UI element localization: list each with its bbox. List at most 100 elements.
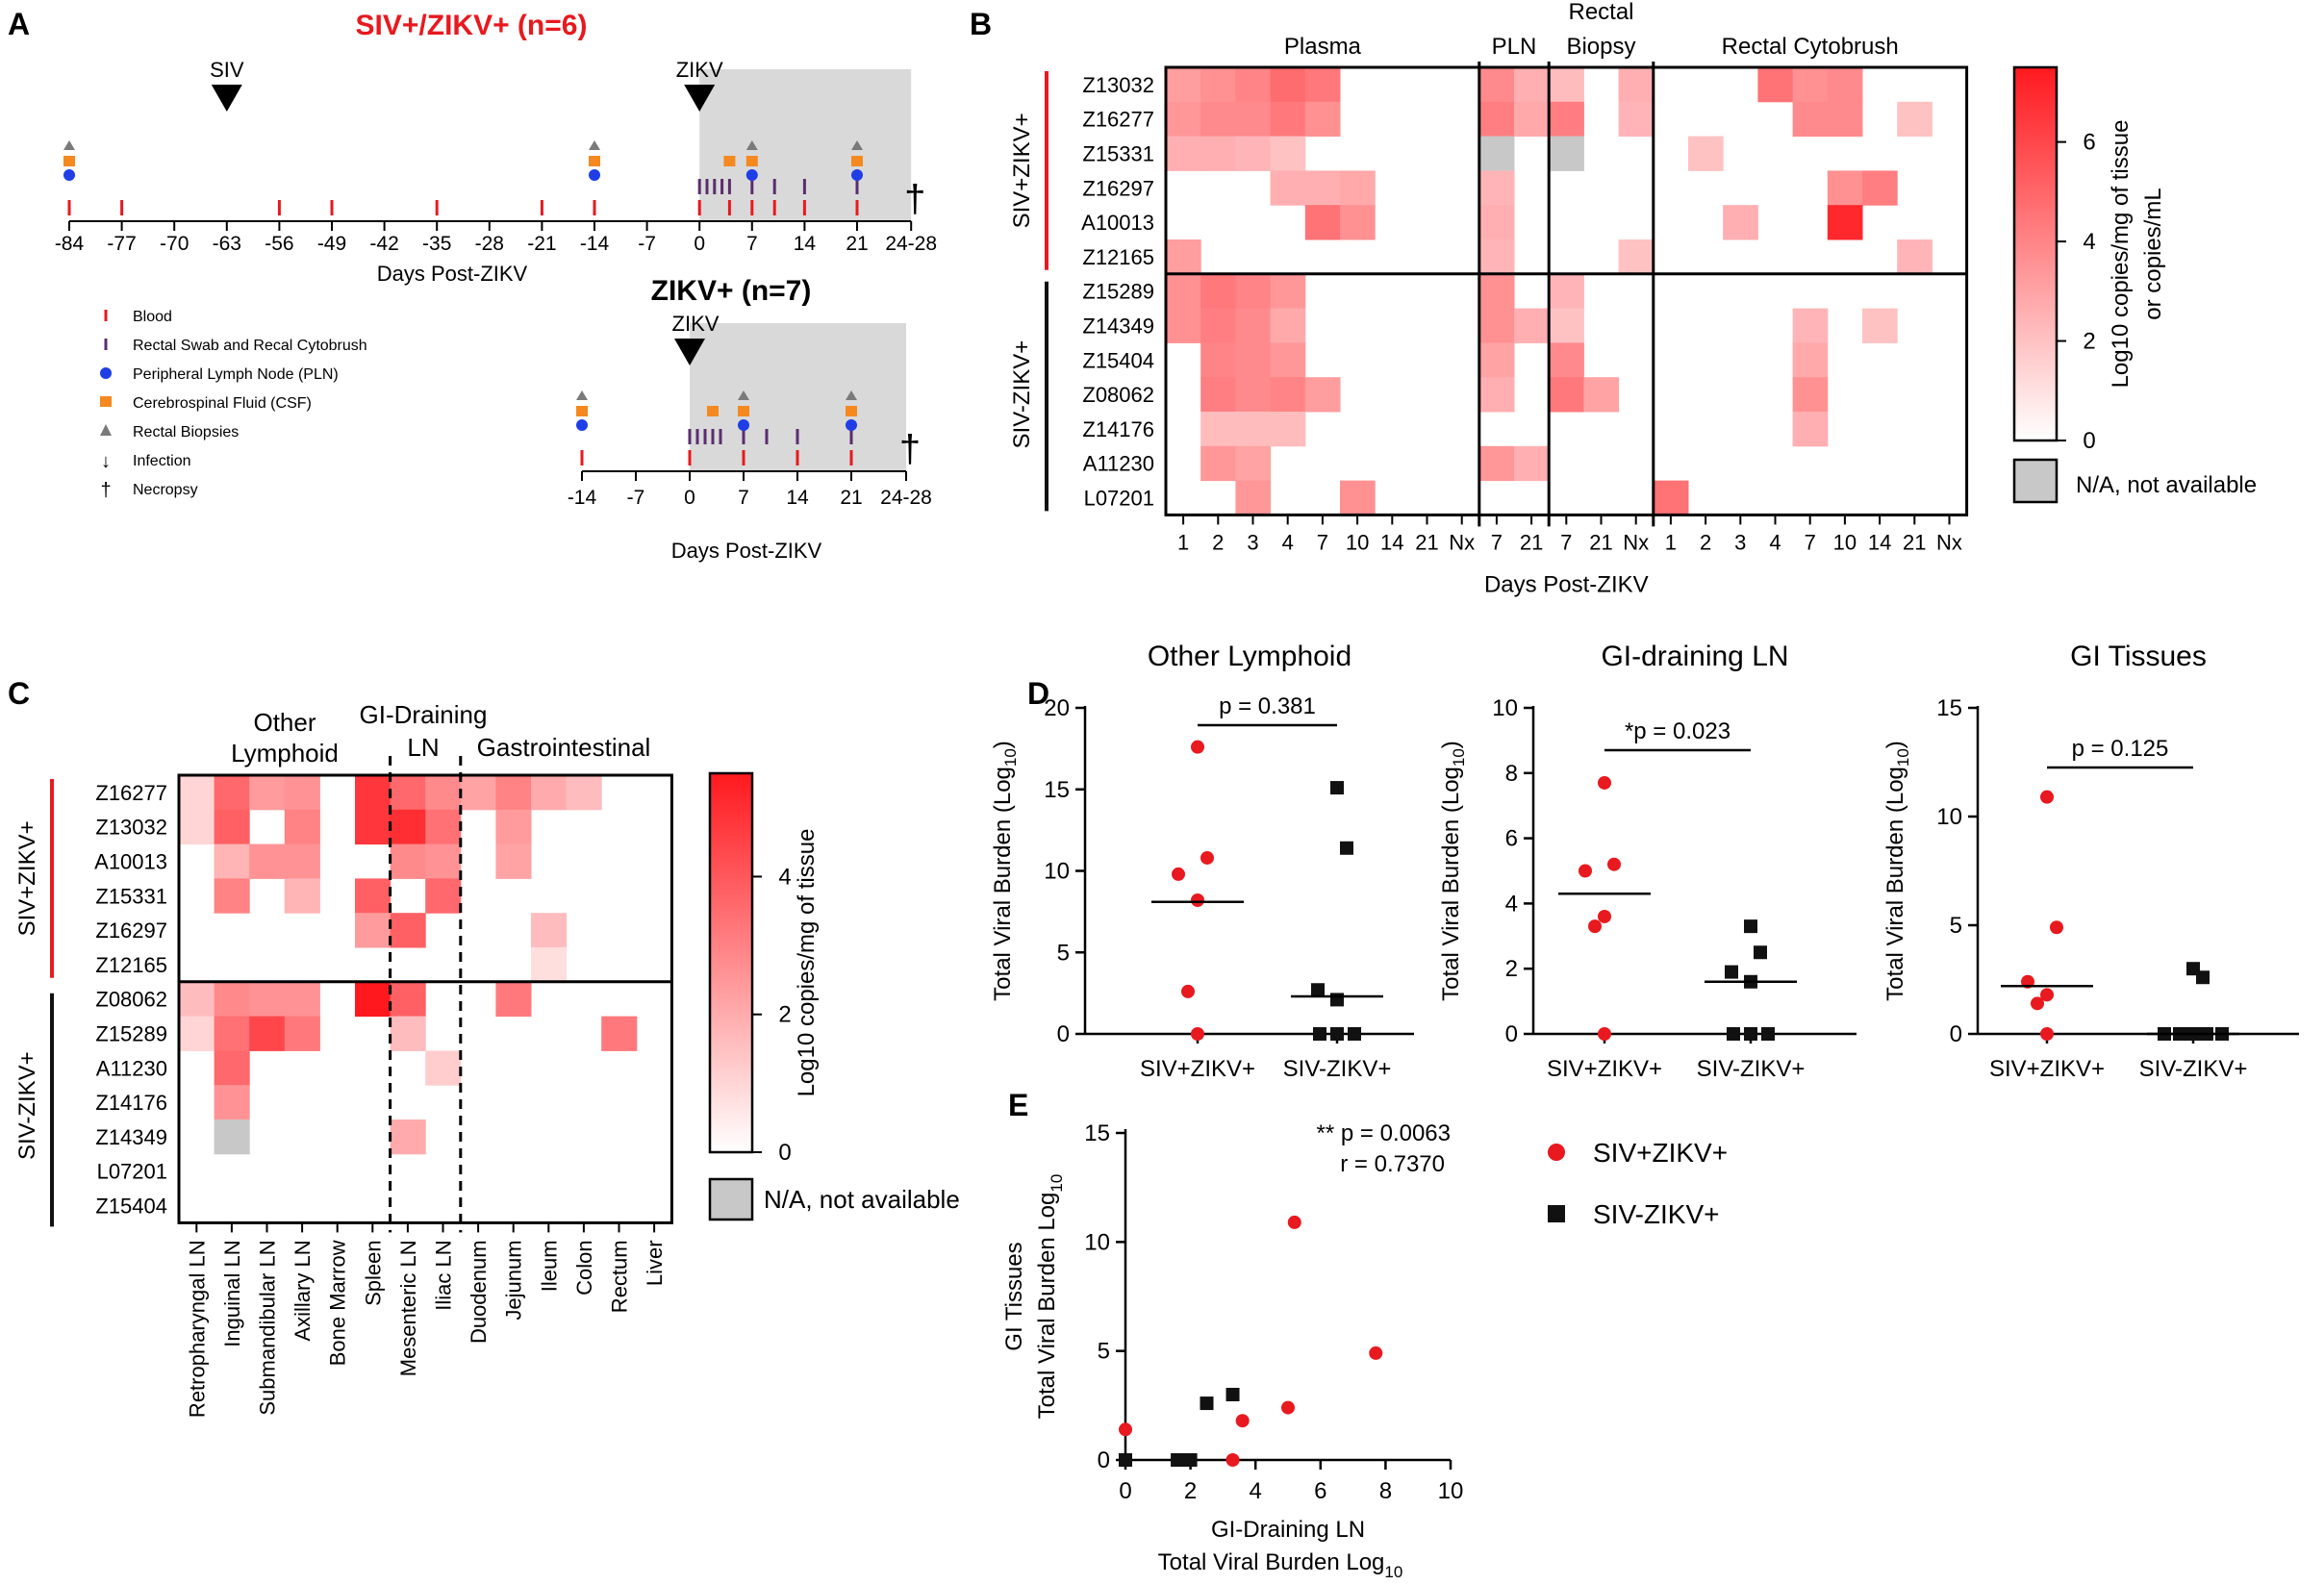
scatter-y-tick-label: 0	[1505, 1021, 1518, 1047]
axis-tick-label-top: -70	[160, 233, 189, 255]
sample-stack-b7-biopsy	[738, 390, 749, 400]
scatter-y-tick-label: 20	[1044, 695, 1070, 721]
heatmap-c-row-label: L07201	[97, 1160, 167, 1184]
correlation-point-siv-neg	[1200, 1396, 1214, 1411]
correlation-xlabel-line1: GI-Draining LN	[1211, 1517, 1365, 1543]
significance-p-value: p = 0.381	[1219, 693, 1316, 719]
sample-stack-d-84-biopsy	[63, 140, 75, 150]
heatmap-c-cell	[566, 775, 602, 811]
heatmap-c-cell	[390, 913, 426, 948]
scatter-y-tick-label: 10	[1492, 695, 1518, 721]
scatter-point-siv-neg	[1311, 983, 1325, 997]
colorbar-c-tick-label: 2	[778, 1002, 791, 1028]
ylabel-end: )	[1438, 741, 1464, 748]
heatmap-b-cell	[1166, 273, 1201, 310]
heatmap-b-cell	[1827, 101, 1863, 138]
axis-tick-label-top: -63	[213, 233, 241, 255]
heatmap-b-row-label: Z08062	[1082, 383, 1154, 407]
scatter-title: GI Tissues	[2070, 641, 2207, 672]
heatmap-b-row-label: A10013	[1081, 211, 1154, 235]
heatmap-b-cell	[1235, 136, 1272, 171]
heatmap-c-row-label: Z08062	[95, 988, 167, 1012]
heatmap-b-row-label: Z15404	[1082, 348, 1154, 372]
scatter-point-siv-neg	[1725, 965, 1738, 979]
correlation-y-tick-label: 5	[1098, 1339, 1110, 1365]
correlation-r-value: r = 0.7370	[1340, 1151, 1445, 1177]
scatter-y-tick-label: 8	[1505, 761, 1518, 787]
heatmap-c-cell	[214, 775, 250, 811]
colorbar-b-tick-label: 4	[2083, 229, 2095, 255]
heatmap-c-cell	[179, 775, 215, 811]
correlation-y-tick-label: 15	[1084, 1120, 1110, 1146]
heatmap-c-cell	[495, 775, 532, 811]
heatmap-b-cell	[1235, 445, 1272, 482]
heatmap-b-cell	[1304, 205, 1341, 240]
ylabel-sub: 10	[1001, 748, 1020, 767]
heatmap-b-cell	[1478, 101, 1515, 138]
heatmap-b-cell	[1200, 308, 1236, 343]
heatmap-b-cell	[1862, 170, 1898, 206]
heatmap-b-cell	[1549, 136, 1584, 171]
scatter-point-siv-pos	[1588, 919, 1602, 934]
sample-stack-d21-pln	[851, 169, 863, 181]
legend-label-csf: Cerebrospinal Fluid (CSF)	[133, 395, 312, 412]
scatter-point-siv-neg	[1330, 993, 1344, 1007]
panel-c-heatmap: Z16277 Z13032 A10013 Z15331 Z16297 Z12165 Z080…	[14, 700, 960, 1418]
panel-label-e: E	[1008, 1088, 1028, 1122]
correlation-point-siv-pos	[1119, 1422, 1132, 1437]
heatmap-c-col-label: Mesenteric LN	[396, 1240, 420, 1376]
heatmap-b-col-label: 2	[1700, 530, 1711, 554]
heatmap-b-cell	[1549, 101, 1584, 138]
axis-tick-label-top: -42	[369, 233, 398, 255]
scatter-point-siv-pos	[1607, 857, 1621, 871]
heatmap-c-row-label: Z15404	[95, 1195, 167, 1219]
heatmap-c-cell	[355, 775, 392, 811]
heatmap-b-cell	[1166, 308, 1201, 343]
scatter-x-tick-label: SIV-ZIKV+	[2139, 1056, 2248, 1082]
heatmap-b-row-label: Z14349	[1082, 314, 1154, 339]
sample-stack-b21-csf	[846, 406, 857, 416]
heatmap-b-cell	[1618, 239, 1655, 275]
scatter-y-tick-label: 0	[1057, 1021, 1070, 1047]
scatter-title: GI-draining LN	[1601, 641, 1788, 672]
heatmap-b-cell	[1200, 445, 1236, 482]
heatmap-b-cell	[1688, 136, 1724, 171]
axis-tick-label-top: -28	[475, 233, 504, 255]
colorbar-b-tick-label: 2	[2083, 329, 2095, 355]
legend-label-rectal: Rectal Swab and Recal Cytobrush	[133, 338, 367, 354]
sample-stack-d-14-pln	[589, 169, 600, 181]
scatter-point-siv-pos	[2040, 790, 2054, 804]
colorbar-b-tick-label: 6	[2083, 130, 2095, 156]
scatter-point-siv-neg	[1313, 1027, 1326, 1041]
heatmap-b-cell	[1478, 273, 1515, 310]
heatmap-b-col-label: 21	[1589, 530, 1612, 554]
ylabel-main: Total Viral Burden (Log	[990, 767, 1016, 1001]
heatmap-b-cell	[1200, 377, 1236, 413]
heatmap-b-row-label: Z15331	[1082, 142, 1154, 166]
heatmap-c-cell	[495, 843, 532, 879]
scatter-point-siv-pos	[1598, 1027, 1611, 1041]
ylabel-end: )	[990, 741, 1016, 748]
scatter-point-siv-pos	[1181, 984, 1195, 998]
scatter-point-siv-neg	[1340, 841, 1353, 855]
heatmap-b-cell	[1478, 170, 1515, 206]
heatmap-b-cell	[1200, 67, 1236, 103]
sample-stack-d-14-biopsy	[589, 140, 600, 150]
heatmap-c-cell	[214, 1050, 250, 1086]
heatmap-c-col-label: Spleen	[361, 1240, 385, 1306]
scatter-point-siv-neg	[1761, 1027, 1775, 1041]
xlabel-main: Total Viral Burden Log	[1158, 1549, 1385, 1575]
heatmap-b-cell	[1200, 273, 1236, 310]
heatmap-c-cell	[249, 1016, 286, 1051]
heatmap-b-cell	[1549, 377, 1584, 413]
ylabel-main: Total Viral Burden (Log	[1882, 767, 1908, 1001]
scatter-point-siv-pos	[1191, 1027, 1204, 1041]
correlation-x-tick-label: 10	[1438, 1478, 1464, 1504]
heatmap-b-cell	[1270, 273, 1306, 310]
heatmap-b-row-label: Z16297	[1082, 176, 1154, 200]
heatmap-b-cell	[1270, 342, 1306, 378]
sample-stack-d21-csf	[851, 156, 863, 166]
heatmap-c-row-label: A10013	[94, 850, 167, 874]
heatmap-b-cell	[1757, 67, 1794, 103]
